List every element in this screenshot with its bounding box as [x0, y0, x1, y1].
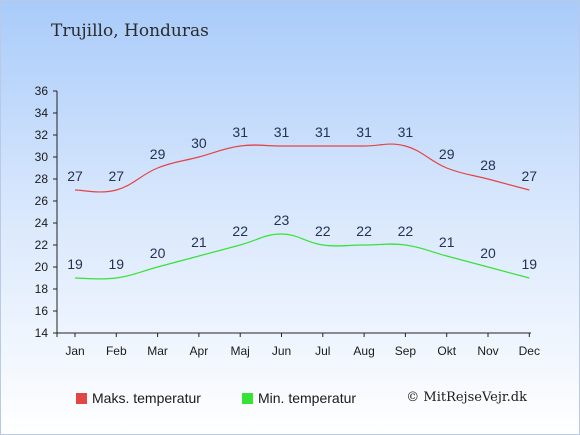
legend-label-max: Maks. temperatur — [92, 390, 201, 406]
credit-text: © MitRejseVejr.dk — [406, 390, 527, 405]
data-label-min: 20 — [480, 245, 496, 261]
legend-item-min: Min. temperatur — [242, 390, 356, 406]
legend-swatch-min — [242, 392, 253, 404]
x-tick-label: Jun — [272, 344, 291, 358]
x-tick-label: Dec — [519, 344, 540, 358]
y-tick-label: 28 — [35, 172, 49, 186]
y-tick-label: 36 — [35, 84, 49, 98]
data-label-max: 27 — [522, 168, 538, 184]
x-tick-label: Feb — [106, 344, 127, 358]
y-tick-label: 20 — [35, 260, 49, 274]
data-label-min: 21 — [439, 234, 455, 250]
y-tick-label: 16 — [35, 304, 49, 318]
x-tick-label: Nov — [477, 344, 498, 358]
chart-title: Trujillo, Honduras — [51, 21, 209, 41]
data-label-min: 22 — [398, 223, 414, 239]
legend-label-min: Min. temperatur — [258, 390, 357, 406]
y-tick-label: 14 — [35, 326, 49, 340]
x-tick-label: Maj — [231, 344, 250, 358]
data-label-min: 21 — [191, 234, 207, 250]
data-label-min: 19 — [522, 256, 538, 272]
y-tick-label: 32 — [35, 128, 49, 142]
data-label-max: 29 — [150, 146, 166, 162]
x-tick-label: Okt — [437, 344, 456, 358]
data-label-max: 31 — [315, 124, 331, 140]
x-tick-label: Jul — [315, 344, 330, 358]
data-label-max: 31 — [356, 124, 372, 140]
data-label-max: 27 — [109, 168, 125, 184]
y-tick-label: 26 — [35, 194, 49, 208]
data-label-min: 19 — [67, 256, 83, 272]
data-label-max: 27 — [67, 168, 83, 184]
x-tick-label: Sep — [395, 344, 417, 358]
x-tick-label: Mar — [147, 344, 168, 358]
legend-item-max: Maks. temperatur — [76, 390, 201, 406]
series-line-min — [74, 233, 530, 280]
data-label-min: 22 — [356, 223, 372, 239]
data-label-max: 28 — [480, 157, 496, 173]
legend-swatch-max — [76, 392, 87, 404]
data-label-min: 22 — [315, 223, 331, 239]
data-label-max: 31 — [232, 124, 248, 140]
y-tick-label: 30 — [35, 150, 49, 164]
y-tick-label: 24 — [35, 216, 49, 230]
data-label-min: 20 — [150, 245, 166, 261]
data-label-min: 23 — [274, 212, 290, 228]
data-label-min: 19 — [109, 256, 125, 272]
data-label-min: 22 — [232, 223, 248, 239]
data-label-max: 30 — [191, 135, 207, 151]
series-line-max — [74, 143, 530, 193]
legend: Maks. temperatur Min. temperatur — [76, 390, 536, 408]
data-label-max: 29 — [439, 146, 455, 162]
y-tick-label: 18 — [35, 282, 49, 296]
y-tick-label: 22 — [35, 238, 49, 252]
y-tick-label: 34 — [35, 106, 49, 120]
x-tick-label: Apr — [190, 344, 209, 358]
data-label-max: 31 — [398, 124, 414, 140]
data-label-max: 31 — [274, 124, 290, 140]
x-tick-label: Aug — [353, 344, 374, 358]
x-tick-label: Jan — [65, 344, 84, 358]
